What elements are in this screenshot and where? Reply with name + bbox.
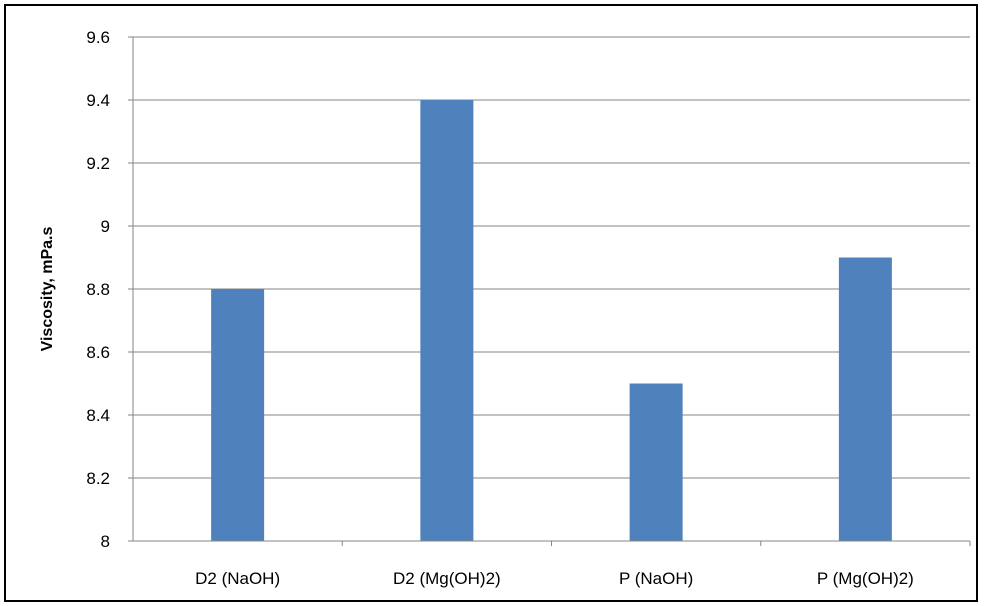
axes [132, 37, 970, 542]
y-tick-label: 9.4 [86, 91, 110, 110]
y-tick-labels: 8 8.2 8.4 8.6 8.8 9 9.2 9.4 9.6 [86, 28, 110, 551]
y-tick-label: 8.2 [86, 469, 110, 488]
y-tick-label: 8.8 [86, 280, 110, 299]
gridlines [128, 36, 971, 546]
bar-3 [838, 257, 892, 541]
y-tick-label: 9.2 [86, 154, 110, 173]
y-tick-label: 8.6 [86, 343, 110, 362]
bar-2 [629, 383, 683, 541]
y-tick-label: 8.4 [86, 406, 110, 425]
chart-frame [4, 4, 978, 602]
bars [211, 100, 892, 541]
x-tick-labels: D2 (NaOH) D2 (Mg(OH)2) P (NaOH) P (Mg(OH)2) [195, 569, 914, 588]
y-tick-label: 8 [101, 532, 110, 551]
y-tick-label: 9.6 [86, 28, 110, 47]
bar-1 [420, 100, 474, 541]
x-tick-label: D2 (Mg(OH)2) [393, 569, 501, 588]
y-axis-title: Viscosity, mPa.s [39, 226, 56, 351]
y-tick-label: 9 [101, 217, 110, 236]
bar-0 [211, 289, 265, 541]
x-tick-label: P (Mg(OH)2) [817, 569, 914, 588]
x-tick-label: D2 (NaOH) [195, 569, 280, 588]
x-tick-label: P (NaOH) [619, 569, 693, 588]
